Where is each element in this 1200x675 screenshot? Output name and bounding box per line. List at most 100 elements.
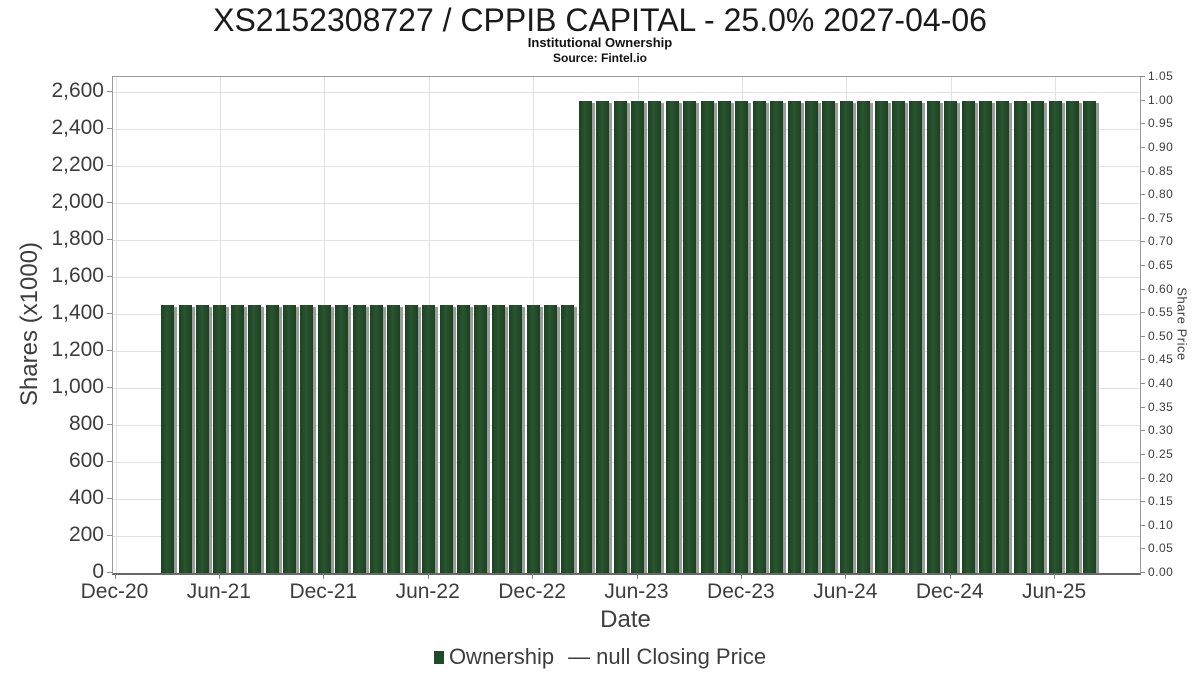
bar-May-22[interactable]	[404, 304, 418, 573]
right-tick-0.85	[1140, 170, 1145, 172]
bar-Feb-24[interactable]	[770, 101, 784, 573]
bottom-tick-Jun-23	[636, 574, 638, 579]
bottom-tick-label: Dec-20	[80, 580, 149, 603]
bar-Jan-23[interactable]	[544, 304, 557, 573]
right-tick-label: 0.20	[1148, 470, 1174, 485]
left-tick-1,200	[107, 349, 112, 351]
bar-Feb-23[interactable]	[561, 304, 575, 573]
bottom-tick-label: Dec-22	[498, 580, 566, 603]
bar-Dec-21[interactable]	[317, 304, 331, 573]
bar-Jun-25[interactable]	[1048, 101, 1062, 573]
bar-Jun-22[interactable]	[422, 304, 436, 573]
bar-Jun-21[interactable]	[213, 304, 227, 573]
right-tick-label: 0.30	[1148, 423, 1174, 438]
bottom-tick-label: Jun-24	[813, 580, 878, 603]
h-gridline-2,600	[113, 91, 1140, 93]
bar-Jul-24[interactable]	[857, 101, 871, 573]
bar-Nov-21[interactable]	[300, 304, 314, 573]
bar-Jul-25[interactable]	[1066, 101, 1079, 573]
bottom-tick-label: Jun-21	[186, 580, 251, 603]
bar-Jan-25[interactable]	[961, 101, 975, 573]
right-tick-0.70	[1140, 241, 1145, 243]
bar-Jun-24[interactable]	[839, 101, 853, 573]
left-tick-1,600	[107, 275, 112, 277]
left-tick-2,600	[107, 90, 112, 92]
chart-subtitle: Institutional Ownership	[527, 35, 673, 50]
bottom-tick-Dec-23	[740, 574, 742, 579]
bar-Sep-21[interactable]	[265, 304, 279, 573]
bar-Mar-24[interactable]	[787, 101, 801, 573]
bar-Oct-23[interactable]	[700, 101, 714, 573]
left-tick-label: 2,400	[51, 115, 104, 139]
right-tick-label: 0.10	[1148, 517, 1174, 532]
right-tick-0.00	[1140, 572, 1145, 573]
left-tick-1,400	[107, 312, 112, 314]
bar-Aug-25[interactable]	[1083, 101, 1097, 573]
right-tick-0.05	[1140, 548, 1145, 550]
bar-Nov-23[interactable]	[718, 101, 731, 573]
right-tick-label: 0.85	[1148, 163, 1174, 178]
bar-Feb-22[interactable]	[352, 304, 366, 573]
bar-Oct-24[interactable]	[909, 101, 923, 573]
bar-Sep-22[interactable]	[474, 304, 488, 573]
left-tick-label: 2,600	[51, 78, 104, 102]
bar-Aug-23[interactable]	[665, 101, 679, 573]
right-tick-0.35	[1140, 406, 1145, 408]
bar-Jul-21[interactable]	[230, 304, 244, 573]
chart-title: XS2152308727 / CPPIB CAPITAL - 25.0% 202…	[213, 2, 987, 38]
left-tick-600	[107, 461, 112, 462]
bottom-tick-label: Dec-21	[289, 580, 358, 603]
closing-price-line-marker: —	[568, 644, 591, 669]
bar-Oct-22[interactable]	[491, 304, 505, 573]
bottom-tick-Jun-24	[845, 574, 847, 579]
v-gridline-Dec-20	[115, 77, 117, 573]
left-tick-1,000	[107, 386, 112, 388]
bar-May-24[interactable]	[822, 101, 836, 573]
bar-Jul-23[interactable]	[648, 101, 662, 573]
bar-Nov-22[interactable]	[509, 304, 523, 573]
bar-Mar-21[interactable]	[161, 304, 175, 573]
left-tick-800	[107, 423, 112, 425]
bar-Dec-24[interactable]	[944, 101, 958, 573]
bar-May-23[interactable]	[613, 101, 627, 573]
bar-Apr-24[interactable]	[805, 101, 818, 573]
bar-Dec-23[interactable]	[735, 101, 749, 573]
right-tick-1.00	[1140, 99, 1145, 101]
bar-Mar-22[interactable]	[370, 304, 383, 573]
bar-Dec-22[interactable]	[526, 304, 540, 573]
bar-Apr-25[interactable]	[1013, 101, 1027, 573]
right-tick-1.05	[1140, 76, 1145, 77]
bar-Jan-22[interactable]	[335, 304, 349, 573]
bar-May-25[interactable]	[1031, 101, 1045, 573]
bar-Aug-21[interactable]	[248, 304, 262, 573]
legend: Ownership — null Closing Price	[0, 644, 1200, 670]
bar-Aug-24[interactable]	[874, 101, 888, 573]
bar-Jan-24[interactable]	[752, 101, 766, 573]
bar-Apr-21[interactable]	[178, 304, 192, 573]
bar-Aug-22[interactable]	[457, 304, 470, 573]
right-tick-label: 0.60	[1148, 281, 1174, 296]
bar-Oct-21[interactable]	[283, 304, 296, 573]
right-tick-label: 0.95	[1148, 116, 1174, 131]
bar-Jul-22[interactable]	[439, 304, 453, 573]
bar-Jun-23[interactable]	[631, 101, 644, 573]
left-tick-2,400	[107, 127, 112, 129]
left-tick-label: 200	[68, 523, 104, 546]
bar-Sep-23[interactable]	[683, 101, 697, 573]
right-tick-label: 0.75	[1148, 210, 1174, 225]
right-tick-0.20	[1140, 477, 1145, 479]
bar-Sep-24[interactable]	[892, 101, 905, 573]
bottom-tick-label: Dec-24	[915, 580, 984, 603]
bar-Mar-25[interactable]	[996, 101, 1010, 573]
right-tick-label: 1.00	[1148, 92, 1174, 107]
legend-ownership-label: Ownership	[448, 644, 555, 669]
bar-Apr-22[interactable]	[387, 304, 401, 573]
right-tick-label: 0.25	[1148, 446, 1174, 461]
bar-Mar-23[interactable]	[578, 101, 592, 573]
bar-Feb-25[interactable]	[979, 101, 992, 573]
bar-Nov-24[interactable]	[926, 101, 940, 573]
right-tick-0.30	[1140, 430, 1145, 432]
bar-May-21[interactable]	[196, 304, 209, 573]
bar-Apr-23[interactable]	[596, 101, 610, 573]
